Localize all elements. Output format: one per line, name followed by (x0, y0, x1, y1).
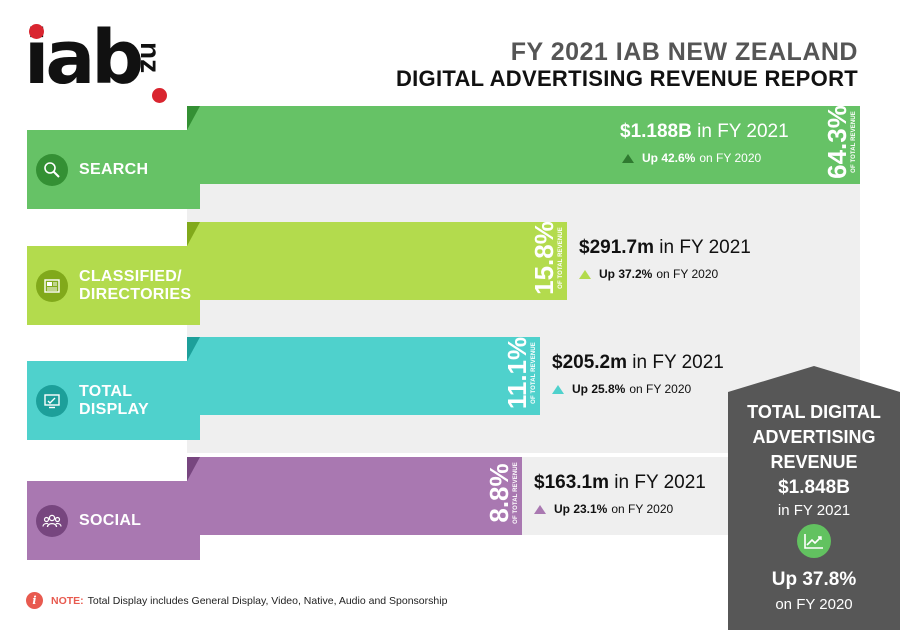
revenue-period: in FY 2021 (691, 121, 789, 142)
revenue-amount: $291.7m (579, 237, 655, 258)
revenue-period: in FY 2021 (654, 237, 751, 258)
share-value: 11.1% (502, 336, 532, 410)
category-tab-classified: CLASSIFIED/DIRECTORIES (27, 246, 200, 325)
bar-fold-social (187, 457, 200, 481)
share-label-search: 64.3% OF TOTAL REVENUE (822, 101, 860, 183)
up-triangle-icon (622, 153, 634, 163)
growth-search: Up 42.6% on FY 2020 (622, 151, 761, 165)
revenue-amount: $1.188B (620, 121, 692, 142)
growth-value: Up 25.8% (572, 382, 626, 396)
up-triangle-icon (534, 504, 546, 514)
revenue-social: $163.1m in FY 2021 (534, 472, 706, 494)
logo-dot-i (29, 24, 44, 39)
category-label-line: DIRECTORIES (79, 285, 192, 303)
growth-value: Up 42.6% (642, 151, 696, 165)
footnote: i NOTE: Total Display includes General D… (26, 592, 447, 609)
note-text: Total Display includes General Display, … (87, 594, 448, 607)
category-label-line: CLASSIFIED/ (79, 267, 182, 285)
total-heading: TOTAL DIGITAL ADVERTISING REVENUE (728, 400, 900, 475)
category-label-line: SEARCH (79, 160, 149, 178)
search-icon (36, 153, 68, 186)
trend-chart-icon (797, 524, 831, 558)
up-triangle-icon (579, 269, 591, 279)
bar-fold-display (187, 337, 200, 361)
total-period: in FY 2021 (777, 502, 851, 519)
category-label-line: TOTAL (79, 382, 133, 400)
bar-classified (187, 222, 567, 300)
growth-classified: Up 37.2% on FY 2020 (579, 267, 718, 281)
info-icon: i (26, 592, 43, 609)
revenue-amount: $163.1m (534, 472, 610, 493)
bar-social (187, 457, 522, 535)
share-caption: OF TOTAL REVENUE (513, 462, 519, 524)
revenue-display: $205.2m in FY 2021 (552, 352, 724, 374)
category-label-line: DISPLAY (79, 400, 149, 418)
share-caption: OF TOTAL REVENUE (851, 111, 857, 173)
growth-social: Up 23.1% on FY 2020 (534, 502, 673, 516)
growth-display: Up 25.8% on FY 2020 (552, 382, 691, 396)
people-icon (36, 504, 68, 537)
category-label-classified: CLASSIFIED/DIRECTORIES (79, 268, 191, 304)
share-value: 15.8% (529, 221, 559, 295)
share-caption: OF TOTAL REVENUE (531, 342, 537, 404)
revenue-period: in FY 2021 (609, 472, 706, 493)
total-heading-line1: TOTAL DIGITAL (747, 402, 881, 422)
total-heading-line2: ADVERTISING (752, 427, 876, 447)
newspaper-icon (36, 269, 68, 302)
up-triangle-icon (552, 384, 564, 394)
category-tab-display: TOTAL DISPLAY (27, 361, 200, 440)
revenue-amount: $205.2m (552, 352, 628, 373)
report-title-line2: DIGITAL ADVERTISING REVENUE REPORT (395, 66, 858, 91)
category-label-social: SOCIAL (79, 512, 141, 530)
share-value: 64.3% (822, 105, 852, 179)
total-revenue-panel (728, 366, 900, 630)
growth-period: on FY 2020 (699, 151, 762, 165)
revenue-classified: $291.7m in FY 2021 (579, 237, 751, 259)
logo-text: iab (24, 15, 144, 101)
share-caption: OF TOTAL REVENUE (558, 227, 564, 289)
growth-value: Up 37.2% (599, 267, 653, 281)
share-label-social: 8.8% OF TOTAL REVENUE (484, 452, 522, 534)
report-title-line1: FY 2021 IAB NEW ZEALAND (510, 38, 858, 66)
total-heading-line3: REVENUE (770, 452, 858, 472)
share-value: 8.8% (484, 463, 514, 523)
growth-period: on FY 2020 (611, 502, 674, 516)
category-label-search: SEARCH (79, 161, 148, 179)
bar-fold-classified (187, 222, 200, 246)
monitor-icon (36, 384, 68, 417)
logo-suffix: nz (135, 42, 166, 74)
logo-dot-nz (152, 88, 167, 103)
share-label-display: 11.1% OF TOTAL REVENUE (502, 332, 540, 414)
growth-period: on FY 2020 (656, 267, 719, 281)
total-amount: $1.848B (778, 477, 850, 498)
category-label-line: SOCIAL (79, 511, 142, 529)
growth-period: on FY 2020 (629, 382, 692, 396)
total-growth: Up 37.8% (771, 569, 857, 590)
note-label: NOTE: (51, 594, 84, 607)
bar-display (187, 337, 540, 415)
category-tab-social: SOCIAL (27, 481, 200, 560)
revenue-search: $1.188B in FY 2021 (620, 121, 789, 143)
category-tab-search: SEARCH (27, 130, 200, 209)
bar-fold-search (187, 106, 200, 130)
iab-nz-logo: iab nz (24, 15, 184, 103)
bar-search (187, 106, 860, 184)
total-growth-suffix: on FY 2020 (775, 596, 853, 613)
category-label-display: TOTAL DISPLAY (79, 383, 149, 419)
growth-value: Up 23.1% (554, 502, 608, 516)
share-label-classified: 15.8% OF TOTAL REVENUE (529, 217, 567, 299)
revenue-period: in FY 2021 (627, 352, 724, 373)
